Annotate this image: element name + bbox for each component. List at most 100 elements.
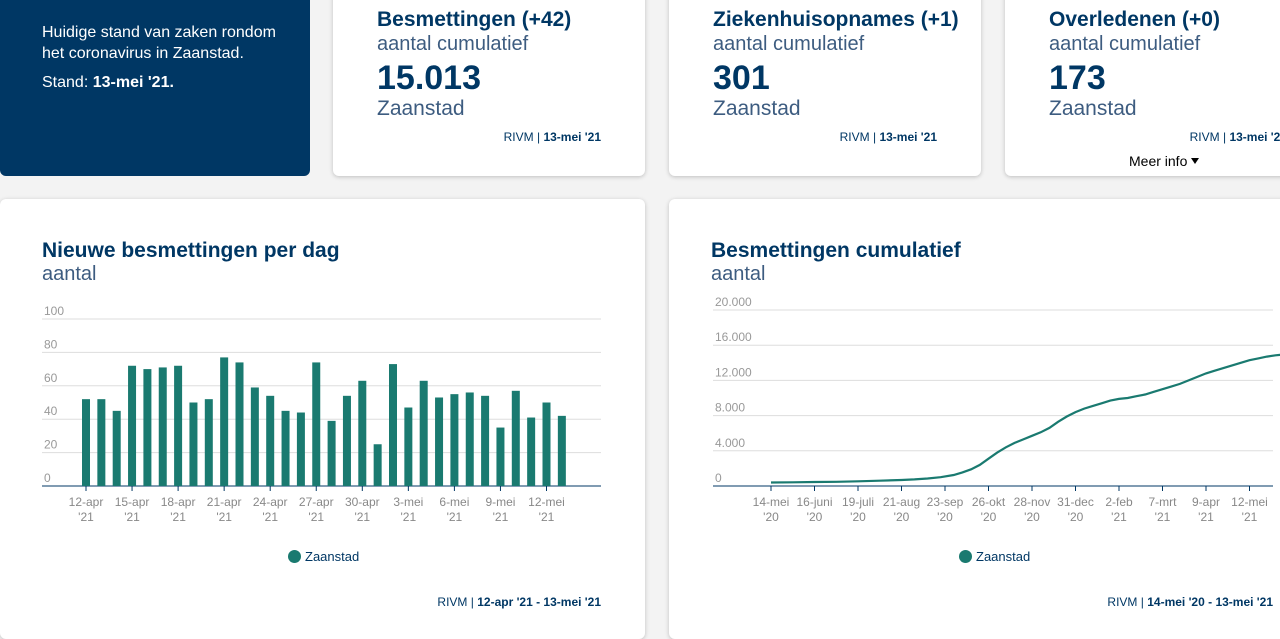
x-tick-label: '21 <box>124 510 140 524</box>
bar <box>389 364 397 486</box>
kpi-subtitle: aantal cumulatief <box>713 33 865 55</box>
y-tick-label: 80 <box>44 337 58 351</box>
source-period: 12-apr '21 - 13-mei '21 <box>477 595 601 609</box>
bar <box>281 410 290 486</box>
kpi-card-ziekenhuisopnames: Ziekenhuisopnames (+1) aantal cumulatief… <box>669 0 981 176</box>
kpi-subtitle: aantal cumulatief <box>377 33 529 55</box>
bar <box>435 397 444 486</box>
kpi-source: RIVM | 13-mei '21 <box>503 130 601 144</box>
x-tick-label: 19-juli <box>842 495 874 509</box>
x-tick-label: 7-mrt <box>1149 495 1178 509</box>
x-tick-label: 14-mei <box>753 495 790 509</box>
x-tick-label: 9-apr <box>1192 495 1220 509</box>
bar <box>158 367 167 486</box>
kpi-region: Zaanstad <box>713 97 801 120</box>
kpi-subtitle: aantal cumulatief <box>1049 33 1201 55</box>
stand-label: Stand: <box>42 74 89 91</box>
x-tick-label: 26-okt <box>972 495 1006 509</box>
source-name: RIVM <box>1107 595 1138 609</box>
bar <box>143 369 152 486</box>
bar <box>496 427 505 486</box>
x-tick-label: '21 <box>262 510 278 524</box>
bar <box>373 444 382 486</box>
bar <box>112 410 121 486</box>
y-tick-label: 16.000 <box>715 330 752 344</box>
x-tick-label: 12-mei <box>1231 495 1268 509</box>
y-tick-label: 0 <box>715 471 722 485</box>
x-tick-label: 9-mei <box>485 495 515 509</box>
bar <box>342 395 351 486</box>
x-tick-label: '21 <box>78 510 94 524</box>
bar <box>481 395 490 486</box>
x-tick-label: '20 <box>1068 510 1084 524</box>
chart-source: RIVM | 14-mei '20 - 13-mei '21 <box>1107 595 1273 609</box>
x-tick-label: '21 <box>539 510 555 524</box>
intro-panel: Huidige stand van zaken rondom het coron… <box>0 0 310 176</box>
x-tick-label: '21 <box>1155 510 1171 524</box>
kpi-source: RIVM | 13-mei '21 <box>839 130 937 144</box>
source-name: RIVM <box>503 130 534 144</box>
source-name: RIVM <box>1189 130 1220 144</box>
line-chart: 04.0008.00012.00016.00020.00014-mei'2016… <box>713 295 1280 524</box>
y-tick-label: 20.000 <box>715 295 752 309</box>
x-tick-label: 2-feb <box>1105 495 1133 509</box>
bar <box>465 392 474 486</box>
x-tick-label: '20 <box>1024 510 1040 524</box>
x-tick-label: '20 <box>981 510 997 524</box>
legend-label: Zaanstad <box>976 549 1031 564</box>
chart-source: RIVM | 12-apr '21 - 13-mei '21 <box>437 595 601 609</box>
x-tick-label: '21 <box>401 510 417 524</box>
x-tick-label: '21 <box>447 510 463 524</box>
source-name: RIVM <box>839 130 870 144</box>
legend-label: Zaanstad <box>305 549 360 564</box>
bar <box>97 399 106 486</box>
source-name: RIVM <box>437 595 468 609</box>
legend-dot-icon <box>959 550 972 563</box>
x-tick-label: '20 <box>763 510 779 524</box>
chart-legend[interactable]: Zaanstad <box>288 549 359 564</box>
y-tick-label: 60 <box>44 371 58 385</box>
bar <box>327 420 336 486</box>
bar <box>450 394 459 486</box>
x-tick-label: 16-juni <box>796 495 832 509</box>
x-tick-label: '20 <box>807 510 823 524</box>
legend-dot-icon <box>288 550 301 563</box>
x-tick-label: '21 <box>308 510 324 524</box>
x-tick-label: 15-apr <box>115 495 150 509</box>
x-tick-label: '21 <box>1242 510 1258 524</box>
kpi-region: Zaanstad <box>377 97 465 120</box>
bar <box>419 380 428 486</box>
meer-info-button[interactable]: Meer info <box>1129 153 1200 169</box>
chart-card-daily: Nieuwe besmettingen per dag aantal 0 20 40… <box>0 199 645 639</box>
bar <box>511 390 520 486</box>
y-tick-label: 40 <box>44 404 58 418</box>
x-tick-label: '21 <box>1198 510 1214 524</box>
kpi-title: Overledenen (+0) <box>1049 8 1220 31</box>
kpi-source: RIVM | 13-mei '21 <box>1190 130 1280 144</box>
kpi-card-overledenen: Overledenen (+0) aantal cumulatief 173 Z… <box>1005 0 1280 176</box>
x-tick-label: '21 <box>493 510 509 524</box>
x-tick-label: '21 <box>354 510 370 524</box>
x-tick-label: '20 <box>937 510 953 524</box>
bar <box>296 412 305 486</box>
x-tick-label: '20 <box>850 510 866 524</box>
bar <box>189 402 198 486</box>
kpi-card-besmettingen: Besmettingen (+42) aantal cumulatief 15.… <box>333 0 645 176</box>
kpi-title: Besmettingen (+42) <box>377 8 572 31</box>
y-tick-label: 4.000 <box>715 436 745 450</box>
kpi-title: Ziekenhuisopnames (+1) <box>713 8 959 31</box>
x-tick-label: '21 <box>1111 510 1127 524</box>
x-tick-label: 27-apr <box>299 495 334 509</box>
y-tick-label: 20 <box>44 438 58 452</box>
bar <box>542 402 551 486</box>
x-tick-label: 24-apr <box>253 495 288 509</box>
x-tick-label: 6-mei <box>439 495 469 509</box>
x-tick-label: 28-nov <box>1014 495 1051 509</box>
meer-info-label: Meer info <box>1129 153 1188 169</box>
chart-legend[interactable]: Zaanstad <box>959 549 1030 564</box>
x-tick-label: 12-apr <box>69 495 104 509</box>
y-tick-label: 0 <box>44 471 51 485</box>
bar <box>266 395 275 486</box>
source-period: 14-mei '20 - 13-mei '21 <box>1147 595 1273 609</box>
x-tick-label: 12-mei <box>528 495 565 509</box>
